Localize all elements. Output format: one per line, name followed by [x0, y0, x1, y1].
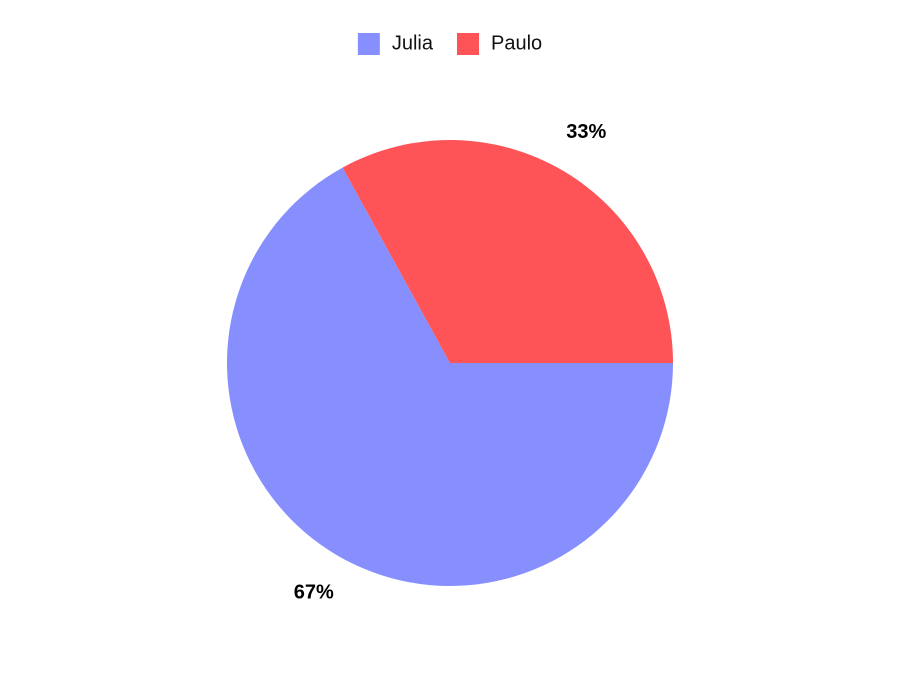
pie-slice-paulo [342, 140, 673, 363]
legend-swatch-paulo [456, 33, 479, 55]
pie-slice-julia [227, 167, 673, 586]
pie-slices [227, 140, 673, 586]
slice-labels: 67% 33% [294, 121, 607, 604]
legend-item-paulo: Paulo [456, 32, 542, 55]
chart-legend: Julia Paulo [357, 32, 542, 55]
legend-label-julia: Julia [392, 32, 434, 54]
legend-label-paulo: Paulo [491, 32, 542, 54]
legend-swatch-julia [357, 33, 380, 55]
legend-item-julia: Julia [357, 32, 434, 55]
slice-label-julia: 67% [294, 582, 334, 604]
slice-label-paulo: 33% [566, 121, 606, 143]
